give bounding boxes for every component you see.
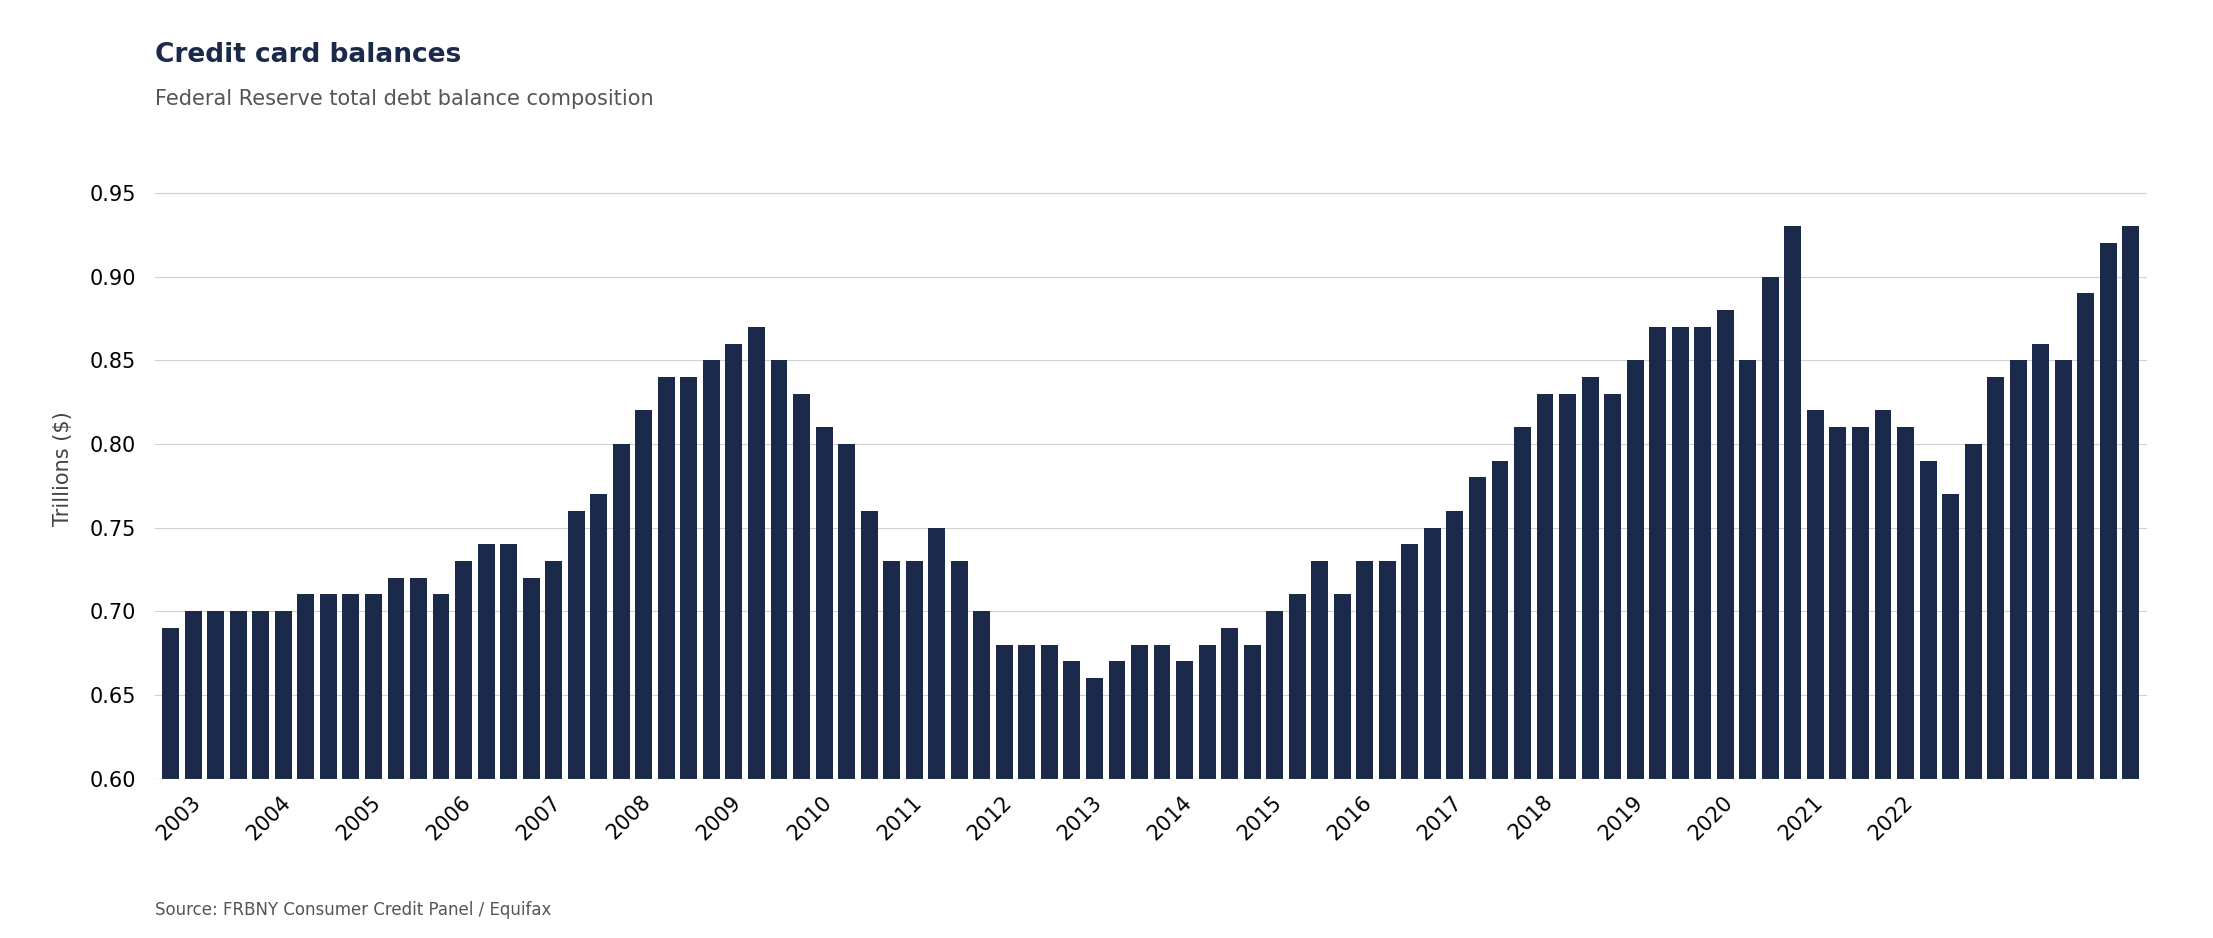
Bar <box>1830 427 1846 779</box>
Bar <box>208 612 224 779</box>
Bar <box>1739 360 1757 779</box>
Bar <box>1153 644 1171 779</box>
Bar <box>1423 527 1441 779</box>
Bar <box>1536 394 1554 779</box>
Bar <box>1401 544 1419 779</box>
Bar <box>1018 644 1036 779</box>
Bar <box>1266 612 1284 779</box>
Bar <box>657 377 675 779</box>
Bar <box>432 595 449 779</box>
Bar <box>1762 277 1779 779</box>
Bar <box>274 612 292 779</box>
Bar <box>726 343 741 779</box>
Bar <box>184 612 201 779</box>
Bar <box>1222 628 1237 779</box>
Bar <box>1627 360 1644 779</box>
Bar <box>1131 644 1149 779</box>
Bar <box>679 377 697 779</box>
Bar <box>1447 511 1463 779</box>
Bar <box>905 561 923 779</box>
Bar <box>522 578 540 779</box>
Bar <box>1199 644 1215 779</box>
Bar <box>252 612 270 779</box>
Bar <box>365 595 383 779</box>
Bar <box>162 628 179 779</box>
Bar <box>1808 411 1824 779</box>
Bar <box>839 444 854 779</box>
Bar <box>1649 326 1666 779</box>
Bar <box>1965 444 1981 779</box>
Text: Credit card balances: Credit card balances <box>155 42 460 68</box>
Bar <box>591 494 606 779</box>
Bar <box>2032 343 2049 779</box>
Bar <box>1874 411 1892 779</box>
Bar <box>343 595 359 779</box>
Bar <box>1897 427 1914 779</box>
Bar <box>2122 226 2140 779</box>
Bar <box>1334 595 1350 779</box>
Bar <box>500 544 518 779</box>
Bar <box>297 595 314 779</box>
Text: Federal Reserve total debt balance composition: Federal Reserve total debt balance compo… <box>155 89 653 109</box>
Bar <box>927 527 945 779</box>
Bar <box>1492 461 1509 779</box>
Bar <box>1244 644 1261 779</box>
Bar <box>861 511 879 779</box>
Bar <box>1087 678 1102 779</box>
Y-axis label: Trillions ($): Trillions ($) <box>53 412 73 526</box>
Bar <box>792 394 810 779</box>
Bar <box>748 326 766 779</box>
Bar <box>230 612 246 779</box>
Bar <box>1040 644 1058 779</box>
Bar <box>2056 360 2071 779</box>
Bar <box>1784 226 1801 779</box>
Bar <box>2078 294 2093 779</box>
Bar <box>2009 360 2027 779</box>
Bar <box>1469 477 1485 779</box>
Bar <box>409 578 427 779</box>
Bar <box>2100 243 2118 779</box>
Bar <box>704 360 719 779</box>
Bar <box>1604 394 1622 779</box>
Bar <box>478 544 493 779</box>
Bar <box>321 595 336 779</box>
Bar <box>974 612 989 779</box>
Text: Source: FRBNY Consumer Credit Panel / Equifax: Source: FRBNY Consumer Credit Panel / Eq… <box>155 901 551 919</box>
Bar <box>1288 595 1306 779</box>
Bar <box>1987 377 2005 779</box>
Bar <box>569 511 584 779</box>
Bar <box>883 561 901 779</box>
Bar <box>1312 561 1328 779</box>
Bar <box>544 561 562 779</box>
Bar <box>387 578 405 779</box>
Bar <box>1514 427 1531 779</box>
Bar <box>1717 310 1733 779</box>
Bar <box>635 411 653 779</box>
Bar <box>613 444 631 779</box>
Bar <box>1175 661 1193 779</box>
Bar <box>996 644 1014 779</box>
Bar <box>1064 661 1080 779</box>
Bar <box>1357 561 1374 779</box>
Bar <box>952 561 967 779</box>
Bar <box>456 561 471 779</box>
Bar <box>1379 561 1396 779</box>
Bar <box>770 360 788 779</box>
Bar <box>1560 394 1576 779</box>
Bar <box>1671 326 1689 779</box>
Bar <box>1919 461 1936 779</box>
Bar <box>817 427 832 779</box>
Bar <box>1695 326 1711 779</box>
Bar <box>1943 494 1959 779</box>
Bar <box>1109 661 1126 779</box>
Bar <box>1852 427 1870 779</box>
Bar <box>1582 377 1598 779</box>
